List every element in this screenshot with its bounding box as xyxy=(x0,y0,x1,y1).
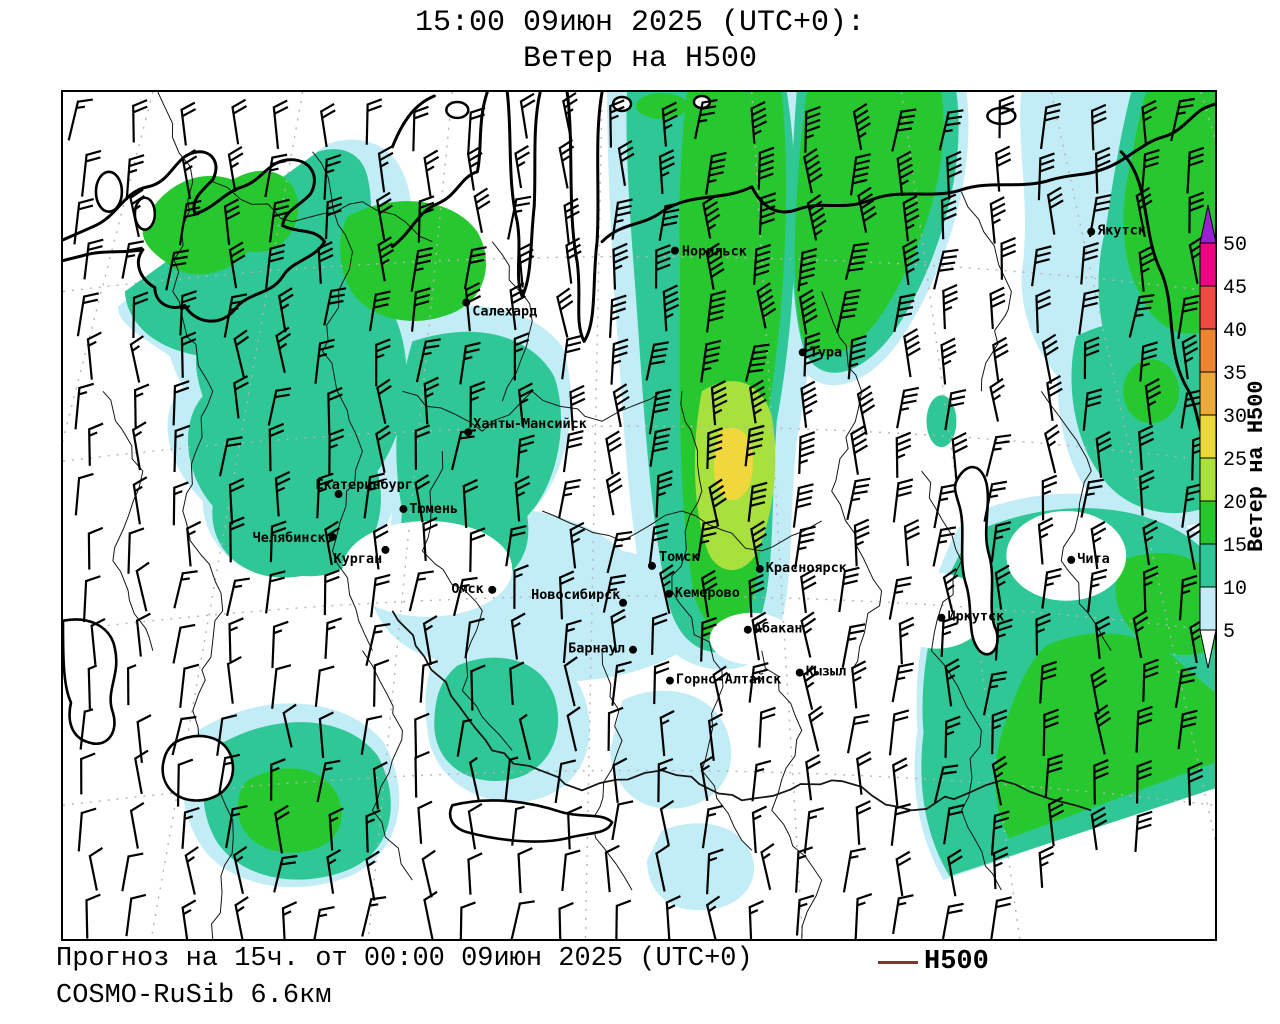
city-dot xyxy=(462,298,471,307)
h500-legend-label: H500 xyxy=(924,947,989,977)
svg-text:45: 45 xyxy=(1223,277,1247,300)
svg-text:15: 15 xyxy=(1223,535,1247,558)
model-info: COSMO-RuSib 6.6км xyxy=(56,981,332,1011)
city-dot xyxy=(1087,227,1096,236)
colorbar-title: Ветер на H500 xyxy=(1244,380,1269,552)
svg-text:25: 25 xyxy=(1223,449,1247,472)
svg-text:5: 5 xyxy=(1223,621,1235,644)
city-dot xyxy=(399,505,408,514)
city-label: Тура xyxy=(810,344,842,360)
city-label: Тюмень xyxy=(409,501,458,517)
svg-text:10: 10 xyxy=(1223,578,1247,601)
city-label: Кызыл xyxy=(806,664,847,680)
colorbar: 50 45 40 35 30 25 20 15 10 5 xyxy=(1199,204,1247,669)
city-dot xyxy=(665,676,674,685)
city-label: Барнаул xyxy=(568,641,625,657)
city-label: Норильск xyxy=(682,244,747,260)
map-title-parameter: Ветер на H500 xyxy=(522,42,758,76)
svg-text:40: 40 xyxy=(1223,320,1247,343)
city-dot xyxy=(619,598,628,607)
city-label: Омск xyxy=(451,581,483,597)
city-dot xyxy=(755,564,764,573)
city-dot xyxy=(743,625,752,634)
forecast-info: Прогноз на 15ч. от 00:00 09июн 2025 (UTC… xyxy=(56,944,753,974)
city-dot xyxy=(664,589,673,598)
city-label: Иркутск xyxy=(947,609,1004,625)
city-label: Чита xyxy=(1077,551,1109,567)
svg-text:20: 20 xyxy=(1223,492,1247,515)
city-dot xyxy=(1067,555,1076,564)
city-label: Томск xyxy=(659,549,700,565)
map-canvas: Норильск Салехард Ханты-Мансийск Екатеринбу… xyxy=(61,90,1217,941)
city-dot xyxy=(334,490,343,499)
map-title-datetime: 15:00 09июн 2025 (UTC+0): xyxy=(414,6,866,40)
city-label: Кемерово xyxy=(675,585,740,601)
city-dot xyxy=(937,613,946,622)
svg-text:35: 35 xyxy=(1223,363,1247,386)
wind-map: Норильск Салехард Ханты-Мансийск Екатеринбу… xyxy=(63,92,1215,939)
city-label: Ханты-Мансийск xyxy=(473,416,587,432)
city-label: Красноярск xyxy=(766,560,847,576)
city-label: Курган xyxy=(334,551,383,567)
city-label: Челябинск xyxy=(253,530,326,546)
city-label: Новосибирск xyxy=(531,587,620,603)
city-label: Горно-Алтайск xyxy=(676,672,781,688)
city-dot xyxy=(328,532,337,541)
city-dot xyxy=(381,545,390,554)
h500-line-swatch xyxy=(878,961,918,964)
svg-text:50: 50 xyxy=(1223,234,1247,257)
city-dot xyxy=(647,561,656,570)
city-dot xyxy=(488,585,497,594)
city-dot xyxy=(795,668,804,677)
svg-text:30: 30 xyxy=(1223,406,1247,429)
city-label: Якутск xyxy=(1097,223,1146,239)
city-label: Салехард xyxy=(472,303,537,319)
city-label: Абакан xyxy=(754,621,803,637)
city-dot xyxy=(798,348,807,357)
city-dot xyxy=(670,246,679,255)
city-label: Екатеринбург xyxy=(316,477,413,493)
city-dot xyxy=(464,428,473,437)
city-dot xyxy=(629,645,638,654)
